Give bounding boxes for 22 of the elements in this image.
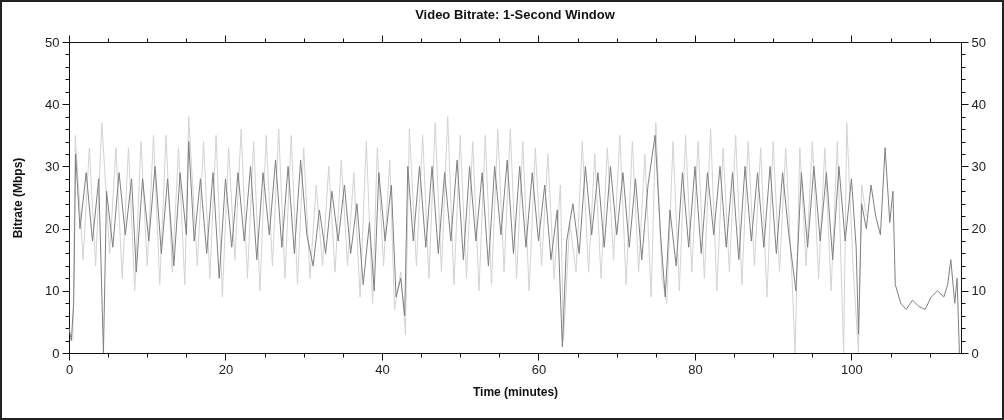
y2-tick-label: 50 — [971, 34, 986, 50]
y-tick-label: 30 — [45, 158, 60, 174]
line-series — [72, 116, 867, 353]
y-tick-label: 0 — [52, 345, 60, 361]
y2-tick-label: 10 — [971, 283, 986, 299]
y2-tick-label: 30 — [971, 158, 986, 174]
y-tick-label: 50 — [45, 34, 60, 50]
y2-tick-label: 0 — [971, 345, 979, 361]
y2-tick-label: 40 — [971, 96, 986, 112]
x-tick-label: 100 — [841, 361, 863, 377]
x-tick-label: 80 — [688, 361, 703, 377]
y-tick-label: 20 — [45, 221, 60, 237]
x-tick-label: 20 — [218, 361, 234, 377]
x-tick-label: 40 — [375, 361, 390, 377]
x-tick-label: 0 — [65, 361, 74, 377]
y-tick-label: 10 — [45, 283, 60, 299]
y2-tick-label: 20 — [971, 221, 986, 237]
y-axis-title: Bitrate (Mbps) — [11, 157, 26, 239]
x-tick-label: 60 — [531, 361, 547, 377]
chart-title: Video Bitrate: 1-Second Window — [415, 6, 616, 22]
y-tick-label: 40 — [45, 96, 60, 112]
x-axis-title: Time (minutes) — [472, 384, 559, 399]
